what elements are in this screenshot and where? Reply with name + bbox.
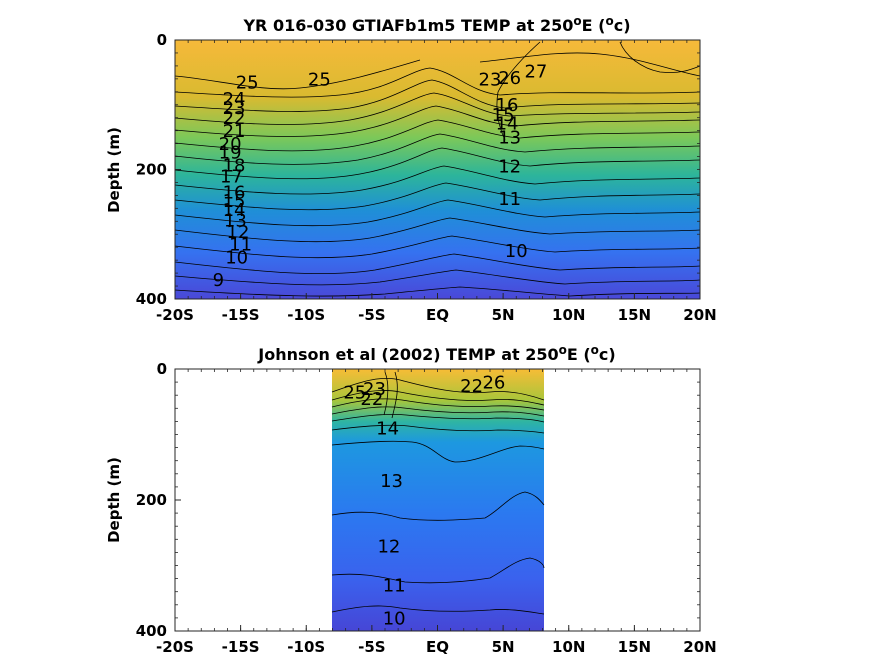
isotherm-label-bottom: 12 (377, 536, 400, 557)
isotherm-lines-top (174, 41, 701, 297)
isotherm-label-bottom: 26 (482, 373, 505, 394)
isotherm-label-top: 12 (498, 157, 521, 178)
isotherm-label-bottom: 25 (343, 382, 366, 403)
y-tick-label-top: 200 (136, 161, 167, 179)
isotherm-label-top: 15 (492, 105, 515, 126)
x-tick-label-top: 20N (683, 306, 716, 324)
isotherm-label-top: 25 (308, 69, 331, 90)
isotherm-label-top: 12 (227, 222, 250, 243)
isotherm-label-top: 10 (505, 241, 528, 262)
isotherm-label-top: 25 (236, 73, 259, 94)
x-tick-label-top: 5N (492, 306, 515, 324)
x-tick-label-top: -5S (358, 306, 385, 324)
y-tick-label-bottom: 400 (136, 622, 167, 640)
x-tick-label-bottom: EQ (426, 638, 449, 656)
y-axis-label-top: Depth (m) (105, 127, 123, 213)
isotherm-label-top: 22 (223, 108, 246, 129)
y-tick-label-bottom: 0 (157, 360, 167, 378)
x-tick-label-bottom: 20N (683, 638, 716, 656)
x-tick-label-bottom: 5N (492, 638, 515, 656)
axis-ticks-top: -20S -15S -10S -5S EQ 5N 10N 15N 20N 0 200 400 (136, 31, 717, 324)
isotherm-label-bottom: 23 (363, 379, 386, 400)
isotherm-label-bottom: 14 (376, 419, 399, 440)
isotherm-label-top: 23 (223, 98, 246, 119)
isotherm-label-top: 15 (223, 191, 246, 212)
x-tick-label-bottom: -15S (222, 638, 260, 656)
y-tick-label-top: 400 (136, 290, 167, 308)
isotherm-label-top: 26 (498, 68, 521, 89)
x-tick-label-top: -15S (222, 306, 260, 324)
x-tick-label-top: -20S (156, 306, 194, 324)
y-tick-label-bottom: 200 (136, 491, 167, 509)
chart-title-bottom: Johnson et al (2002) TEMP at 250oE (oc) (257, 343, 615, 364)
isotherm-label-top: 17 (220, 166, 243, 187)
isotherm-label-top: 20 (219, 134, 242, 155)
isotherm-lines-bottom (331, 371, 545, 615)
isotherm-label-top: 16 (223, 183, 246, 204)
isotherm-label-top: 27 (524, 62, 547, 83)
isotherm-label-top: 19 (219, 142, 242, 163)
isotherm-label-top: 14 (223, 200, 246, 221)
y-axis-label-bottom: Depth (m) (105, 457, 123, 543)
x-tick-label-top: 10N (552, 306, 585, 324)
isotherm-label-top: 13 (498, 128, 521, 149)
isotherm-label-bottom: 22 (360, 389, 383, 410)
x-tick-label-top: EQ (426, 306, 449, 324)
axis-ticks-bottom: -20S -15S -10S -5S EQ 5N 10N 15N 20N 0 200 400 (136, 360, 717, 656)
isotherm-label-top: 23 (479, 69, 502, 90)
isotherm-label-top: 16 (496, 95, 519, 116)
isotherm-label-bottom: 22 (460, 376, 483, 397)
x-tick-label-top: 15N (618, 306, 651, 324)
temperature-field-top (175, 40, 700, 299)
isotherm-label-top: 18 (223, 155, 246, 176)
x-tick-label-bottom: -5S (358, 638, 385, 656)
x-tick-label-bottom: -20S (156, 638, 194, 656)
isotherm-label-top: 11 (229, 234, 252, 255)
isotherm-label-top: 10 (225, 247, 248, 268)
x-tick-label-top: -10S (287, 306, 325, 324)
isotherm-label-top: 13 (224, 210, 247, 231)
isotherm-label-top: 14 (496, 113, 519, 134)
isotherm-label-bottom: 11 (383, 576, 406, 597)
isotherm-label-top: 21 (223, 121, 246, 142)
isotherm-label-bottom: 13 (380, 471, 403, 492)
isotherm-label-top: 9 (213, 270, 224, 291)
y-tick-label-top: 0 (157, 31, 167, 49)
x-tick-label-bottom: 10N (552, 638, 585, 656)
chart-title-top: YR 016-030 GTIAFb1m5 TEMP at 250oE (oc) (242, 14, 630, 35)
isotherm-label-top: 11 (498, 189, 521, 210)
isotherm-label-bottom: 10 (383, 608, 406, 629)
x-tick-label-bottom: -10S (287, 638, 325, 656)
isotherm-label-top: 24 (223, 89, 246, 110)
x-tick-label-bottom: 15N (618, 638, 651, 656)
